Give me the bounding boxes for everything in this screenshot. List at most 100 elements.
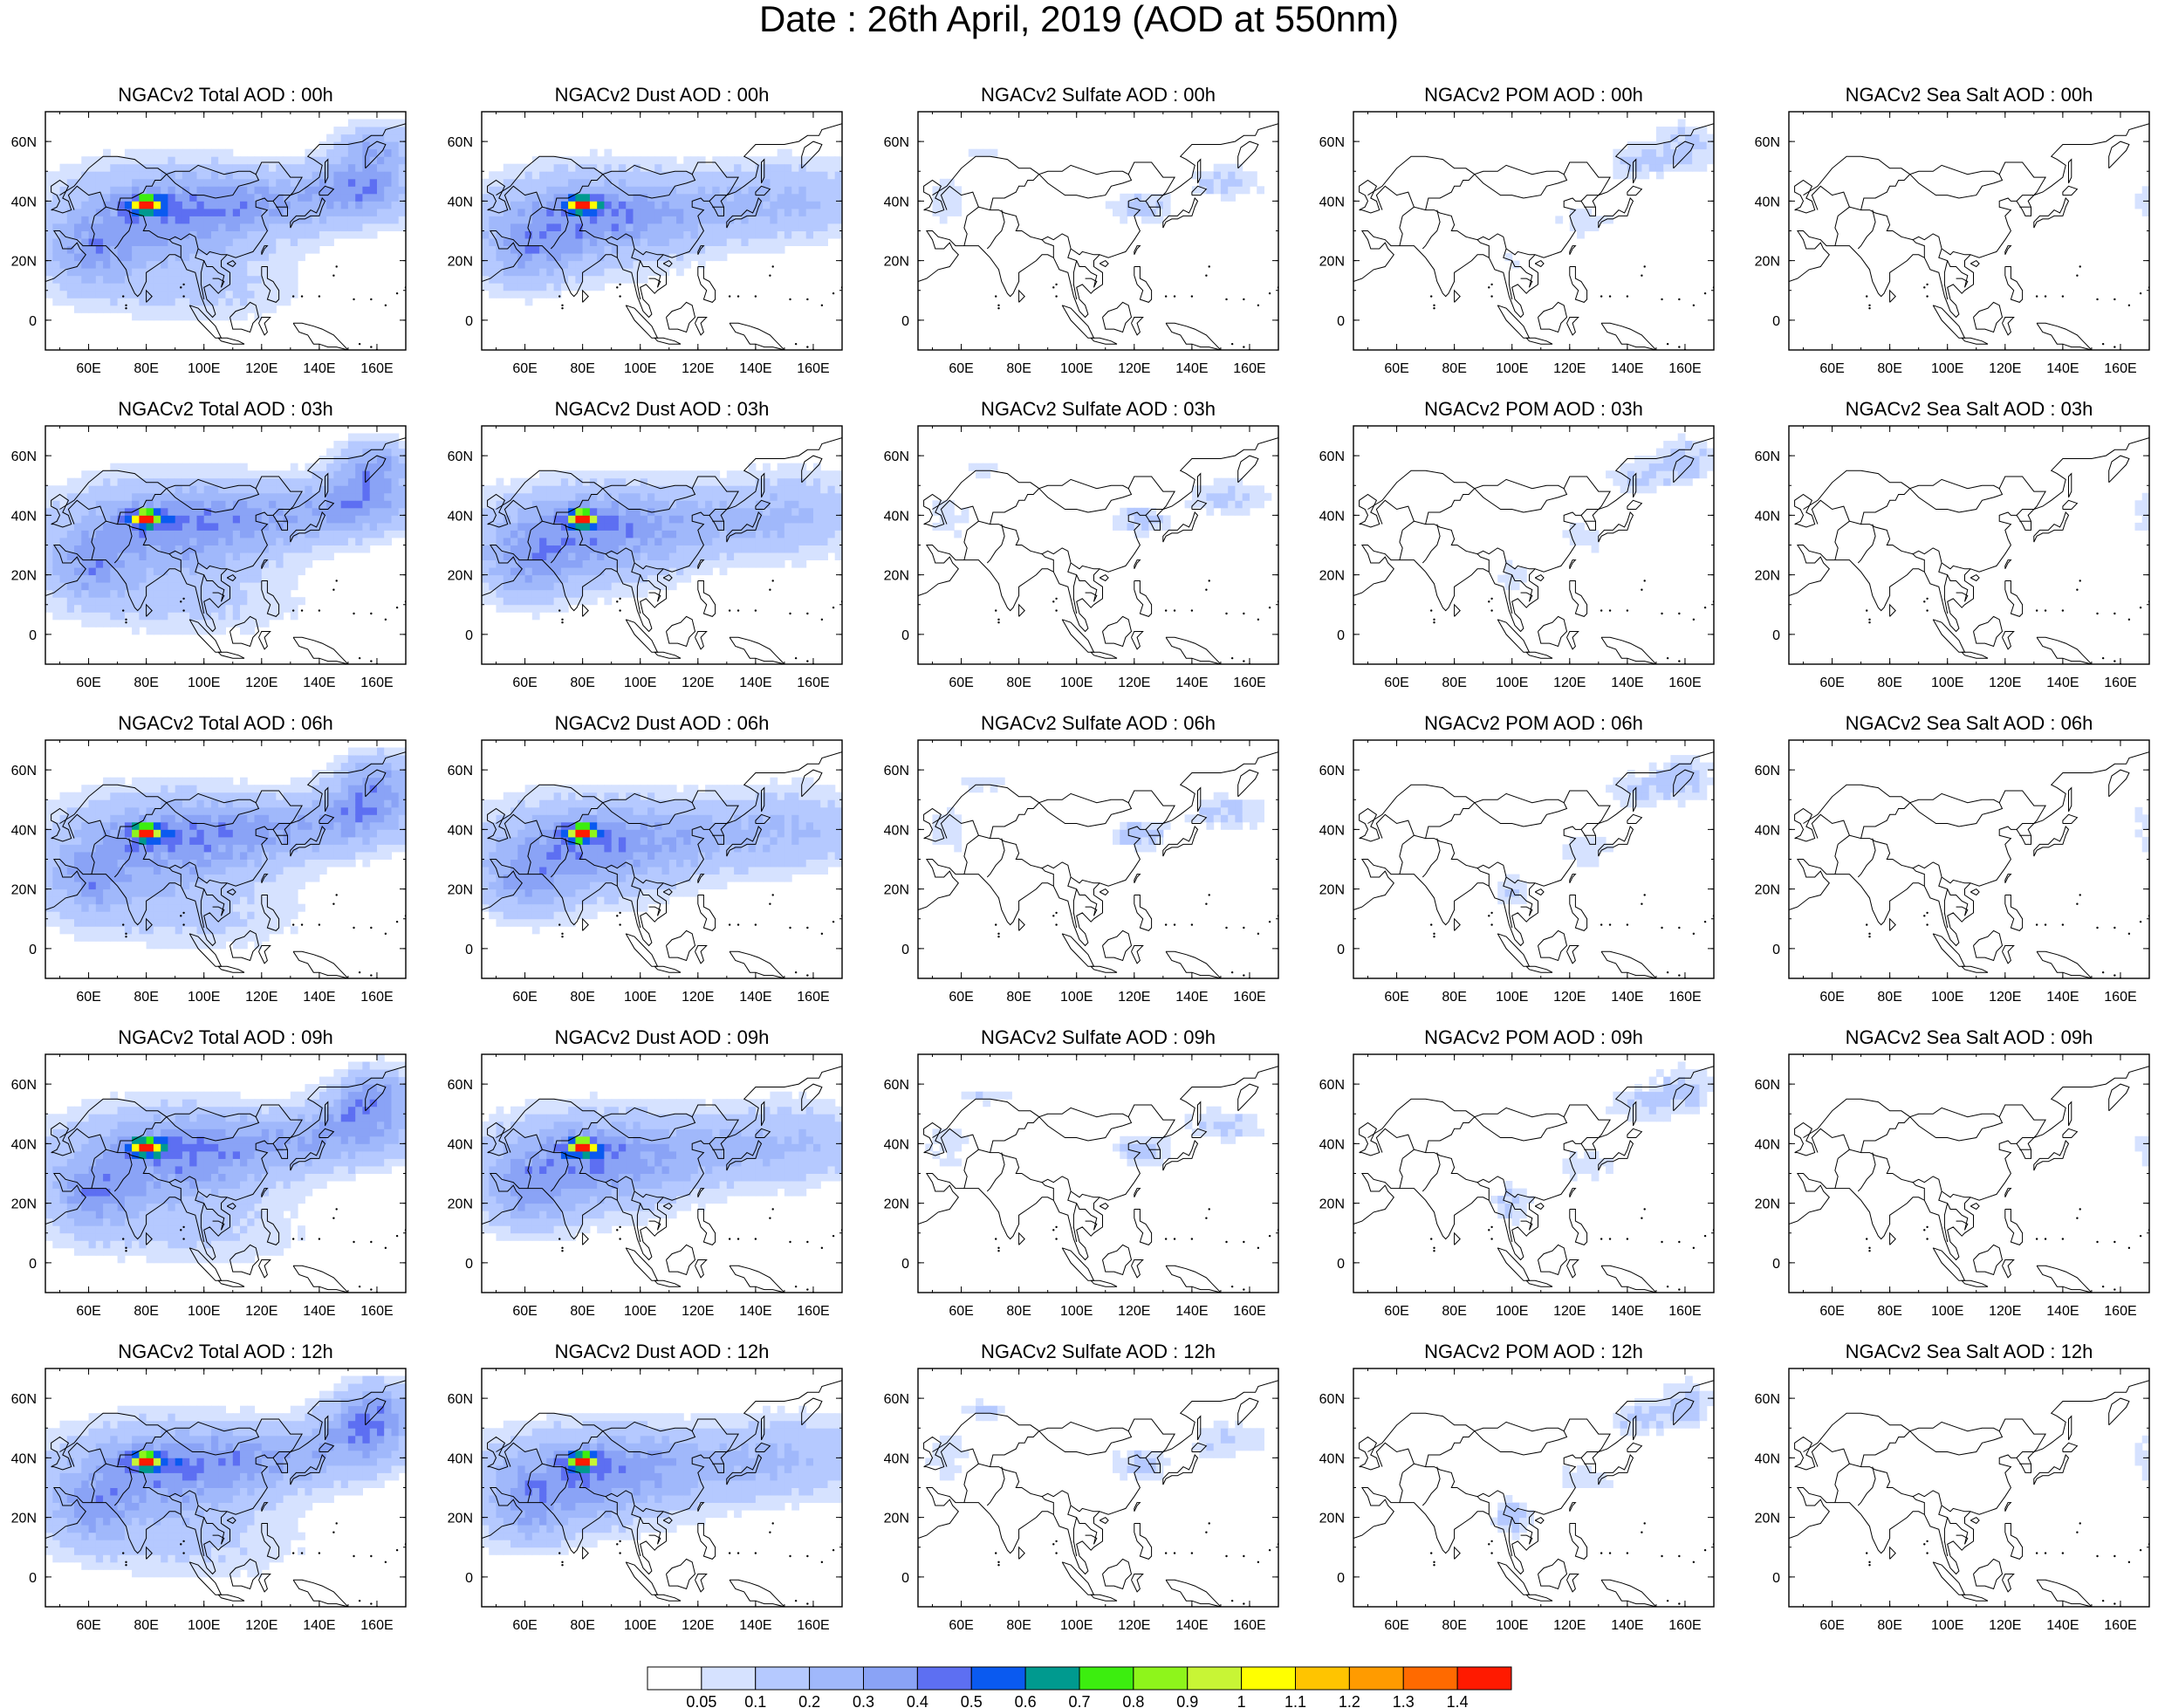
panel-title-pom-2: NGACv2 POM AOD : 06h (1424, 712, 1643, 734)
panel-title-total-3: NGACv2 Total AOD : 09h (118, 1026, 333, 1048)
lon-tick-label: 60E (949, 1618, 973, 1633)
aod-field (45, 747, 406, 950)
lon-tick-label: 160E (797, 1618, 829, 1633)
coastlines (482, 1066, 842, 1293)
lon-tick-label: 100E (1496, 990, 1528, 1005)
lon-tick-label: 120E (1118, 676, 1150, 690)
lon-tick-label: 80E (1006, 361, 1031, 376)
lon-tick-label: 160E (1233, 990, 1265, 1005)
lat-tick-label: 40N (11, 1137, 37, 1152)
lat-tick-label: 0 (1772, 314, 1780, 329)
map-panel-sulfate-2: 60E 80E 100E 120E 140E 160E 60N 40N 20N 0 (884, 739, 1279, 1005)
lon-tick-label: 120E (245, 990, 277, 1005)
panel-title-sulfate-2: NGACv2 Sulfate AOD : 06h (980, 712, 1216, 734)
lon-tick-label: 140E (739, 676, 771, 690)
coastlines (45, 751, 406, 978)
aod-field (925, 1091, 1264, 1167)
coastlines (1353, 1066, 1714, 1293)
lon-tick-label: 120E (1553, 1618, 1586, 1633)
lon-tick-label: 160E (797, 676, 829, 690)
coastlines (1353, 437, 1714, 664)
lat-tick-label: 60N (1319, 1078, 1345, 1093)
lon-tick-label: 120E (1118, 1304, 1150, 1319)
lon-tick-label: 160E (1668, 990, 1701, 1005)
lat-tick-label: 60N (884, 449, 909, 464)
lat-tick-label: 20N (11, 255, 37, 270)
lon-tick-label: 100E (1931, 361, 1963, 376)
lon-tick-label: 160E (2104, 990, 2136, 1005)
lat-tick-label: 40N (1755, 509, 1780, 524)
lat-tick-label: 60N (11, 764, 37, 779)
lon-tick-label: 60E (1819, 990, 1844, 1005)
lon-tick-label: 80E (134, 676, 158, 690)
lon-tick-label: 160E (1668, 1304, 1701, 1319)
lon-tick-label: 80E (570, 1304, 594, 1319)
lat-tick-label: 40N (448, 823, 473, 838)
panel-title-dust-4: NGACv2 Dust AOD : 12h (554, 1341, 770, 1362)
panel-title-pom-4: NGACv2 POM AOD : 12h (1424, 1341, 1643, 1362)
lon-tick-label: 60E (949, 1304, 973, 1319)
aod-field (2134, 1135, 2149, 1167)
lon-tick-label: 140E (1611, 361, 1643, 376)
lat-tick-label: 0 (901, 628, 909, 643)
lon-tick-label: 60E (1384, 361, 1408, 376)
lon-tick-label: 100E (1496, 1618, 1528, 1633)
lon-tick-label: 140E (2046, 990, 2079, 1005)
lon-tick-label: 100E (1496, 1304, 1528, 1319)
lon-tick-label: 80E (134, 1304, 158, 1319)
panel-title-total-2: NGACv2 Total AOD : 06h (118, 712, 333, 734)
colorbar-label: 0.1 (744, 1693, 766, 1708)
lat-tick-label: 20N (448, 255, 473, 270)
colorbar-box (1402, 1666, 1458, 1691)
lat-tick-label: 60N (448, 449, 473, 464)
lat-tick-label: 60N (1319, 449, 1345, 464)
map-panel-seasalt-3: 60E 80E 100E 120E 140E 160E 60N 40N 20N 0 (1755, 1053, 2150, 1319)
lat-tick-label: 20N (1755, 1512, 1780, 1526)
lon-tick-label: 160E (360, 1304, 393, 1319)
colorbar-box (701, 1666, 757, 1691)
lon-tick-label: 160E (797, 1304, 829, 1319)
lat-tick-label: 0 (1772, 1571, 1780, 1586)
aod-field (45, 1375, 406, 1578)
lon-tick-label: 60E (512, 1304, 537, 1319)
lon-tick-label: 120E (682, 1304, 714, 1319)
coastlines (482, 1380, 842, 1607)
lon-tick-label: 120E (682, 361, 714, 376)
lat-tick-label: 0 (1337, 1571, 1345, 1586)
lon-tick-label: 100E (624, 990, 656, 1005)
lon-tick-label: 80E (134, 361, 158, 376)
map-frame (917, 739, 1279, 979)
lon-tick-label: 120E (682, 1618, 714, 1633)
lon-tick-label: 140E (303, 1618, 335, 1633)
lon-tick-label: 80E (1877, 361, 1901, 376)
lon-tick-label: 100E (624, 1304, 656, 1319)
lon-tick-label: 100E (1931, 1304, 1963, 1319)
lat-tick-label: 20N (11, 883, 37, 898)
lat-tick-label: 60N (11, 449, 37, 464)
lon-tick-label: 140E (2046, 676, 2079, 690)
coastlines (1353, 1380, 1714, 1607)
lat-tick-label: 40N (884, 1137, 909, 1152)
lat-tick-label: 0 (29, 943, 37, 957)
lon-tick-label: 60E (76, 361, 100, 376)
panel-title-seasalt-3: NGACv2 Sea Salt AOD : 09h (1845, 1026, 2093, 1048)
map-panel-dust-1: 60E 80E 100E 120E 140E 160E 60N 40N 20N 0 (448, 425, 843, 690)
lon-tick-label: 140E (2046, 1304, 2079, 1319)
lat-tick-label: 20N (884, 1197, 909, 1212)
map-panel-sulfate-4: 60E 80E 100E 120E 140E 160E 60N 40N 20N 0 (884, 1368, 1279, 1633)
map-frame (917, 425, 1279, 665)
lat-tick-label: 60N (448, 1078, 473, 1093)
map-panel-seasalt-4: 60E 80E 100E 120E 140E 160E 60N 40N 20N 0 (1755, 1368, 2150, 1633)
lat-tick-label: 0 (901, 314, 909, 329)
lon-tick-label: 120E (1118, 990, 1150, 1005)
coastlines (1353, 123, 1714, 350)
lat-tick-label: 40N (1755, 823, 1780, 838)
lon-tick-label: 120E (682, 990, 714, 1005)
panel-title-seasalt-4: NGACv2 Sea Salt AOD : 12h (1845, 1341, 2093, 1362)
lon-tick-label: 120E (1989, 676, 2021, 690)
lon-tick-label: 100E (1060, 361, 1093, 376)
lon-tick-label: 60E (1819, 676, 1844, 690)
lon-tick-label: 60E (76, 676, 100, 690)
lon-tick-label: 140E (303, 1304, 335, 1319)
colorbar-label: 0.05 (686, 1693, 716, 1708)
